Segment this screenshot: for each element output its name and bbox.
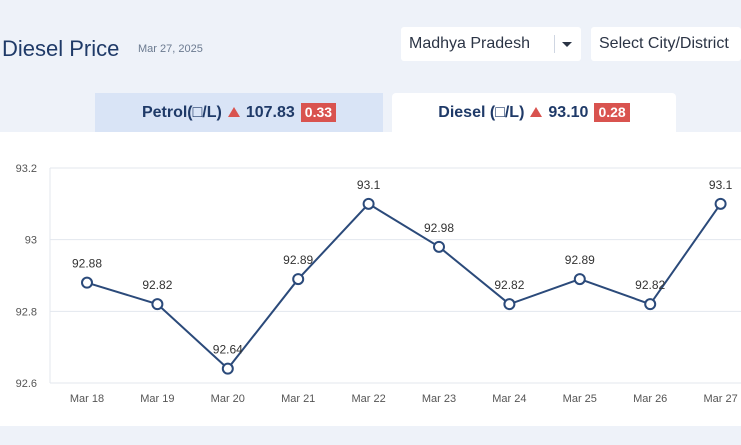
- state-select[interactable]: Madhya Pradesh: [401, 27, 581, 61]
- x-tick-label: Mar 18: [70, 393, 104, 405]
- data-label: 93.1: [709, 178, 733, 192]
- chevron-down-icon: [562, 42, 572, 47]
- data-label: 92.89: [283, 253, 313, 267]
- tab-petrol-price: 107.83: [245, 103, 295, 121]
- data-label: 92.64: [213, 343, 243, 357]
- data-point: [714, 197, 727, 210]
- data-label: 93.1: [357, 178, 381, 192]
- series-line: [86, 202, 722, 371]
- y-tick-label: 92.6: [16, 378, 37, 390]
- x-tick-label: Mar 24: [492, 393, 526, 405]
- x-tick-label: Mar 21: [281, 393, 315, 405]
- city-select-value: Select City/District: [599, 35, 729, 52]
- data-point: [292, 273, 305, 286]
- tab-petrol-label: Petrol(□/L): [141, 103, 222, 121]
- data-label: 92.89: [565, 253, 595, 267]
- data-point: [151, 298, 164, 311]
- x-tick-label: Mar 22: [351, 393, 385, 405]
- data-point: [644, 298, 657, 311]
- tab-diesel[interactable]: Diesel (□/L) 93.10 0.28: [392, 93, 676, 132]
- page-header: Diesel Price Mar 27, 2025 Madhya Pradesh…: [0, 0, 741, 92]
- city-select[interactable]: Select City/District: [591, 27, 741, 61]
- price-up-icon: [530, 106, 543, 117]
- data-point: [503, 298, 516, 311]
- bottom-strip: [0, 426, 741, 445]
- tab-diesel-price: 93.10: [548, 103, 589, 121]
- data-label: 92.88: [72, 257, 102, 271]
- data-point: [433, 240, 445, 253]
- data-label: 92.98: [424, 221, 454, 235]
- tab-diesel-label: Diesel (□/L): [438, 103, 525, 121]
- x-tick-label: Mar 25: [563, 393, 597, 405]
- select-divider: [554, 35, 555, 53]
- tab-petrol[interactable]: Petrol(□/L) 107.83 0.33: [95, 93, 383, 132]
- data-label: 92.82: [635, 278, 665, 292]
- data-point: [221, 362, 234, 375]
- data-label: 92.82: [494, 278, 524, 292]
- x-tick-label: Mar 27: [703, 393, 737, 405]
- y-tick-label: 93.2: [16, 163, 37, 175]
- y-tick-label: 92.8: [16, 306, 37, 318]
- x-tick-label: Mar 23: [422, 393, 456, 405]
- tab-petrol-change-badge: 0.33: [300, 103, 337, 122]
- data-label: 92.82: [142, 278, 172, 292]
- tab-diesel-change-badge: 0.28: [594, 103, 630, 122]
- y-tick-label: 93: [25, 235, 37, 247]
- data-point: [362, 197, 375, 210]
- state-select-value: Madhya Pradesh: [409, 35, 530, 52]
- x-tick-label: Mar 20: [211, 393, 245, 405]
- page-date: Mar 27, 2025: [138, 43, 203, 55]
- x-tick-label: Mar 19: [140, 393, 174, 405]
- data-point: [81, 276, 93, 289]
- price-line-chart: 93.2 93 92.8 92.6 Mar 18 Mar 19 Mar 20 Mar 21 Ma…: [16, 163, 741, 405]
- price-up-icon: [227, 106, 240, 117]
- page-title: Diesel Price: [2, 36, 120, 61]
- x-tick-label: Mar 26: [633, 393, 667, 405]
- data-point: [573, 273, 586, 286]
- chart-panel: 93.2 93 92.8 92.6 Mar 18 Mar 19 Mar 20 Mar 21 Ma…: [0, 132, 741, 426]
